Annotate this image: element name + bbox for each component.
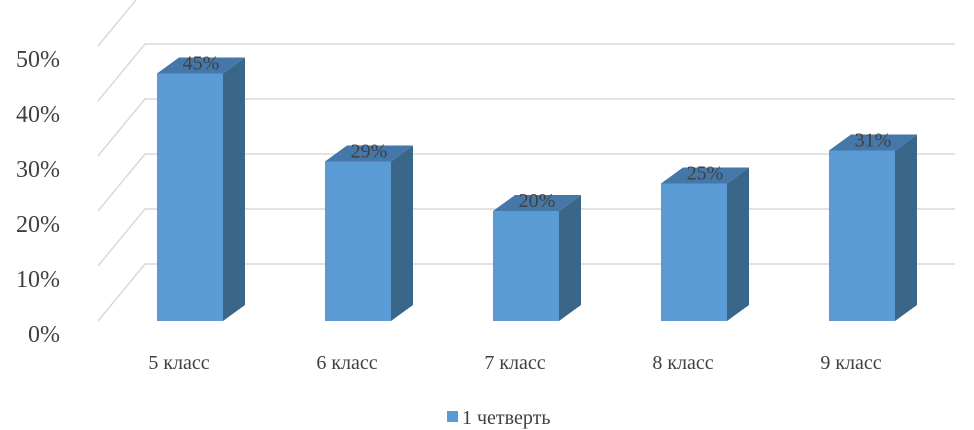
data-label: 25% (687, 163, 724, 185)
data-label: 20% (519, 190, 556, 212)
bar-top (325, 145, 413, 162)
bar-top (493, 195, 581, 211)
y-axis-tick-labels: 0% 10% 20% 30% 40% 50% (16, 47, 60, 348)
bar-front (325, 161, 391, 321)
category-label: 9 класс (820, 352, 881, 374)
gridline (97, 0, 137, 47)
category-label: 8 класс (652, 352, 713, 374)
bar-side (391, 145, 413, 321)
y-tick-label: 40% (16, 102, 60, 128)
category-label: 5 класс (148, 352, 209, 374)
y-tick-label: 10% (16, 267, 60, 293)
legend-label: 1 четверть (462, 407, 550, 429)
bar: 29% (325, 141, 413, 321)
bar-top (661, 167, 749, 184)
category-label: 7 класс (484, 352, 545, 374)
bar-side (223, 57, 245, 321)
gridline (97, 98, 955, 157)
bars: 45% 29% 20% 25% 31% (157, 53, 917, 321)
bar-top (157, 57, 245, 74)
x-axis-category-labels: 5 класс 6 класс 7 класс 8 класс 9 класс (148, 352, 881, 374)
bar-side (559, 195, 581, 321)
legend: 1 четверть (447, 407, 550, 429)
category-label: 6 класс (316, 352, 377, 374)
data-label: 45% (183, 53, 220, 75)
y-tick-label: 20% (16, 212, 60, 238)
bar-front (661, 183, 727, 321)
bar-side (727, 167, 749, 321)
bar: 31% (829, 130, 917, 321)
bar-top (829, 134, 917, 151)
bar: 25% (661, 163, 749, 321)
y-tick-label: 50% (16, 47, 60, 73)
bar-front (157, 73, 223, 321)
y-tick-label: 30% (16, 157, 60, 183)
bar: 45% (157, 53, 245, 321)
data-label: 31% (855, 130, 892, 152)
gridline (97, 153, 955, 212)
gridline (97, 43, 955, 102)
y-tick-label: 0% (28, 322, 60, 348)
data-label: 29% (351, 141, 388, 163)
bar-front (493, 211, 559, 321)
bar-front (829, 150, 895, 321)
legend-swatch (447, 411, 458, 422)
bar-side (895, 134, 917, 321)
bar: 20% (493, 190, 581, 321)
